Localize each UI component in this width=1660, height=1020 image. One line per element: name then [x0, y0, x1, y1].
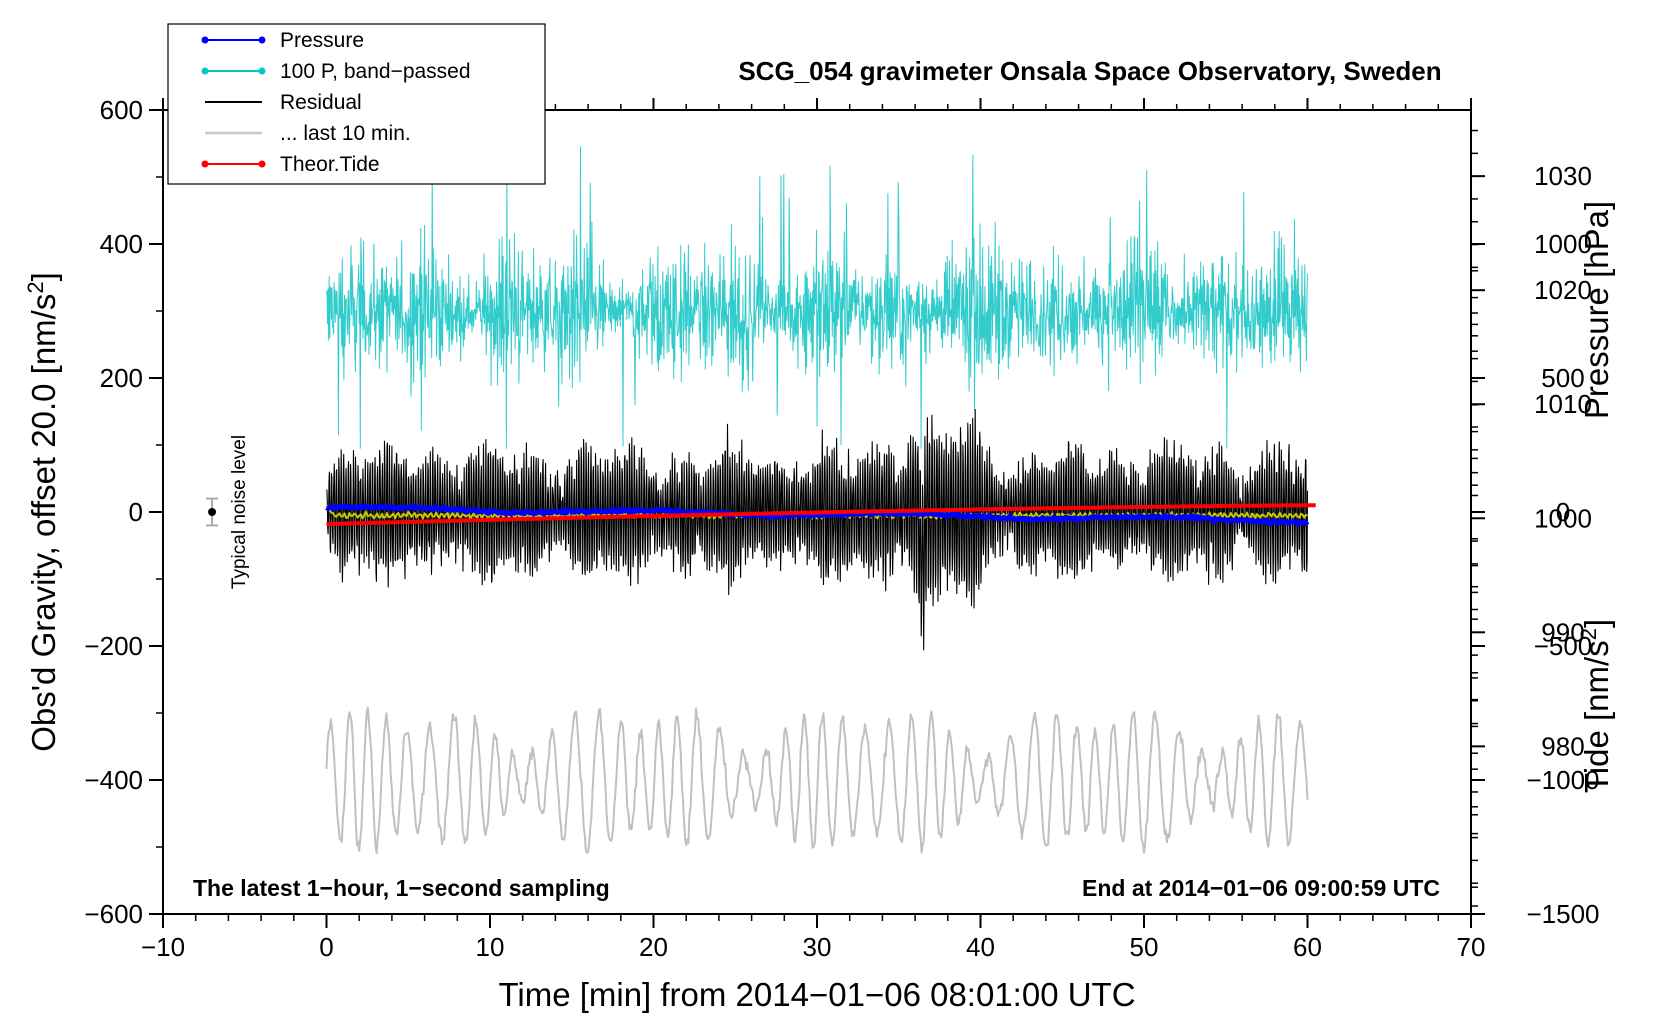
y-tick-label: −400: [84, 765, 143, 795]
tide-axis-title: Tide [nm/s2]: [1576, 619, 1615, 793]
legend-label: Pressure: [280, 29, 364, 52]
x-tick-label: 40: [966, 932, 995, 962]
y-axis-title-main: Obs'd Gravity, offset 20.0 [nm/s: [25, 294, 62, 752]
series-layer: [325, 146, 1316, 855]
series-theoretical-tide: [326, 503, 1316, 527]
noise-marker-group: [206, 497, 219, 527]
x-tick-label: 50: [1130, 932, 1159, 962]
legend-box: [167, 23, 546, 185]
chart-title: SCG_054 gravimeter Onsala Space Observat…: [738, 56, 1441, 86]
tide-axis-title-end: ]: [1578, 619, 1615, 628]
x-tick-label: −10: [141, 932, 185, 962]
y-axis-title: Obs'd Gravity, offset 20.0 [nm/s2]: [23, 272, 62, 752]
tide-axis-title-main: Tide [nm/s: [1578, 640, 1615, 793]
x-tick-label: 10: [476, 932, 505, 962]
tide-tick-label: −1000: [1526, 765, 1599, 795]
legend-marker: [201, 67, 209, 75]
y-tick-label: 0: [129, 497, 143, 527]
y-tick-label: 400: [100, 229, 143, 259]
series-bandpassed-pressure: [326, 146, 1308, 449]
y-tick-label: 600: [100, 95, 143, 125]
series-last-10-min: [325, 706, 1309, 855]
tide-tick-label: 1000: [1534, 229, 1592, 259]
series-residual: [326, 409, 1309, 651]
legend-marker: [201, 36, 209, 44]
legend-label: ... last 10 min.: [280, 122, 411, 145]
legend-marker: [258, 67, 266, 75]
y-tick-label: 200: [100, 363, 143, 393]
legend-label: Residual: [280, 91, 362, 114]
legend: Pressure 100 P, band−passed Residual ... la…: [167, 23, 546, 185]
y-tick-label: −600: [84, 899, 143, 929]
pressure-tick-label: 1030: [1534, 161, 1592, 191]
annotation-left: The latest 1−hour, 1−second sampling: [193, 875, 610, 901]
pressure-tick-label: 1000: [1534, 503, 1592, 533]
pressure-tick-label: 1010: [1534, 389, 1592, 419]
tide-tick-label: 0: [1556, 497, 1570, 527]
noise-point: [208, 508, 217, 516]
legend-marker: [201, 160, 209, 168]
pressure-tick-label: 990: [1541, 617, 1584, 647]
y-axis-title-sup: 2: [23, 281, 48, 293]
x-tick-label: 70: [1457, 932, 1486, 962]
axes-layer: −10 0 10 20 30 40 50 60 70−600−400−2000200400600…: [84, 95, 1599, 962]
series-pressure: [325, 503, 1310, 527]
tide-tick-label: −500: [1534, 631, 1593, 661]
legend-marker: [258, 36, 266, 44]
tide-tick-label: −1500: [1526, 899, 1599, 929]
pressure-axis-title: Pressure [hPa]: [1578, 201, 1615, 419]
pressure-tick-label: 1020: [1534, 275, 1592, 305]
annotation-right: End at 2014−01−06 09:00:59 UTC: [1082, 875, 1440, 901]
legend-marker: [258, 160, 266, 168]
x-axis-title: Time [min] from 2014−01−06 08:01:00 UTC: [498, 976, 1135, 1013]
y-tick-label: −200: [84, 631, 143, 661]
legend-label: 100 P, band−passed: [280, 60, 471, 83]
x-tick-label: 0: [319, 932, 333, 962]
noise-level-label: Typical noise level: [229, 435, 250, 589]
pressure-tick-label: 980: [1541, 731, 1584, 761]
x-tick-label: 30: [803, 932, 832, 962]
tide-tick-label: 500: [1541, 363, 1584, 393]
x-tick-label: 60: [1293, 932, 1322, 962]
y-axis-title-end: ]: [25, 272, 62, 281]
legend-label: Theor.Tide: [280, 153, 380, 176]
tide-axis-title-sup: 2: [1576, 628, 1601, 640]
x-tick-label: 20: [639, 932, 668, 962]
